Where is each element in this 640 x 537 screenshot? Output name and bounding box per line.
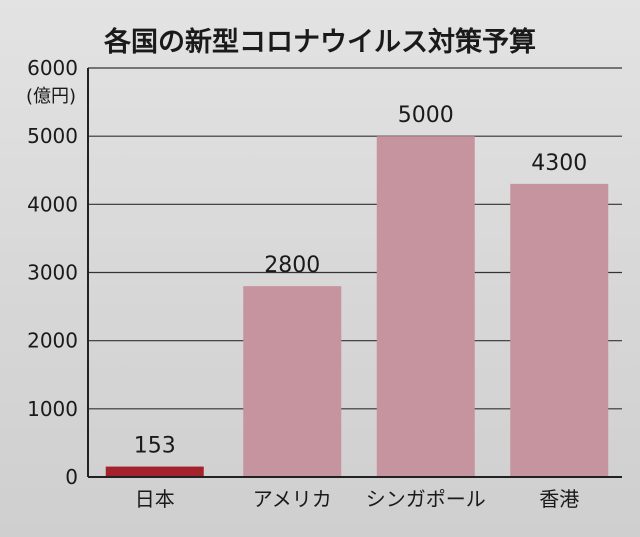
y-axis-unit-label: (億円) <box>26 86 77 107</box>
y-tick-label: 6000 <box>27 56 78 80</box>
y-tick-label: 2000 <box>27 329 78 353</box>
axes <box>87 68 622 478</box>
data-label: 5000 <box>398 103 454 128</box>
chart-title: 各国の新型コロナウイルス対策予算 <box>104 27 536 58</box>
bars <box>105 136 609 477</box>
x-tick-label: シンガポール <box>366 487 486 511</box>
y-tick-label: 4000 <box>27 192 78 216</box>
labels: 0 1000 2000 3000 4000 5000 6000 153 日本 2800 アメリカ 50… <box>27 56 587 511</box>
bar-2 <box>376 136 475 477</box>
bar-1 <box>243 286 342 477</box>
y-tick-label: 5000 <box>27 124 78 148</box>
data-label: 4300 <box>531 151 587 176</box>
bar-3 <box>510 183 609 477</box>
y-tick-label: 1000 <box>27 397 78 421</box>
x-tick-label: アメリカ <box>253 487 332 511</box>
data-label: 2800 <box>264 253 320 278</box>
x-tick-label: 日本 <box>135 487 175 511</box>
x-tick-label: 香港 <box>539 487 579 511</box>
y-tick-label: 0 <box>65 465 78 489</box>
data-label: 153 <box>134 434 176 459</box>
y-tick-label: 3000 <box>27 261 78 285</box>
bar-0 <box>105 466 204 477</box>
